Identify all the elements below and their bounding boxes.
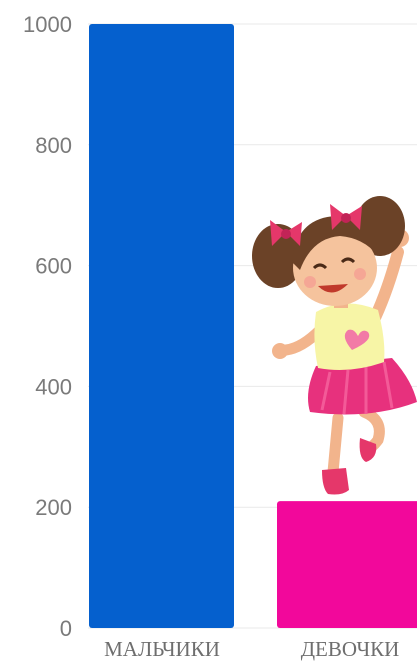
x-category-label: МАЛЬЧИКИ — [104, 637, 220, 661]
bar-2 — [277, 501, 417, 628]
bar-1 — [89, 24, 234, 628]
y-tick-label: 600 — [35, 254, 72, 279]
x-category-label: ДЕВОЧКИ — [301, 637, 400, 661]
x-axis-labels: МАЛЬЧИКИ ДЕВОЧКИ — [104, 637, 399, 661]
y-tick-label: 800 — [35, 133, 72, 158]
y-tick-label: 1000 — [23, 12, 72, 37]
y-tick-label: 200 — [35, 495, 72, 520]
girl-cartoon-icon — [252, 196, 417, 495]
y-axis-ticks: 0 200 400 600 800 1000 — [23, 12, 72, 641]
y-tick-label: 0 — [60, 616, 72, 641]
bars — [89, 24, 417, 628]
y-tick-label: 400 — [35, 374, 72, 399]
